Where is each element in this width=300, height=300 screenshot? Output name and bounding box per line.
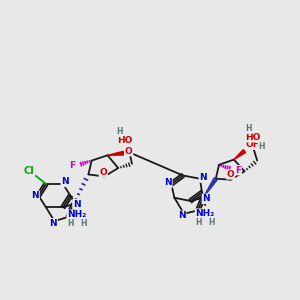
Text: H: H	[80, 219, 86, 228]
Text: N: N	[50, 219, 57, 228]
Text: HO: HO	[117, 136, 132, 145]
Text: H: H	[116, 128, 122, 136]
Text: HO: HO	[245, 133, 261, 142]
Text: F: F	[235, 166, 241, 175]
Text: N: N	[73, 200, 81, 208]
Text: O: O	[125, 147, 133, 156]
Text: N: N	[61, 177, 69, 186]
Text: H: H	[196, 218, 202, 227]
Text: N: N	[164, 178, 172, 188]
Polygon shape	[107, 151, 124, 155]
Text: F: F	[69, 161, 76, 170]
Text: N: N	[199, 173, 207, 182]
Text: NH₂: NH₂	[196, 209, 215, 218]
Text: N: N	[202, 194, 210, 203]
Text: H: H	[258, 142, 265, 151]
Text: H: H	[67, 219, 74, 228]
Polygon shape	[234, 150, 246, 160]
Text: H: H	[208, 218, 215, 227]
Text: OH: OH	[245, 140, 261, 149]
Text: O: O	[227, 170, 235, 179]
Text: O: O	[99, 168, 107, 177]
Text: H: H	[245, 124, 252, 133]
Text: NH₂: NH₂	[67, 210, 86, 219]
Text: Cl: Cl	[24, 166, 34, 176]
Text: N: N	[178, 211, 186, 220]
Text: N: N	[32, 191, 39, 200]
Polygon shape	[203, 178, 218, 198]
